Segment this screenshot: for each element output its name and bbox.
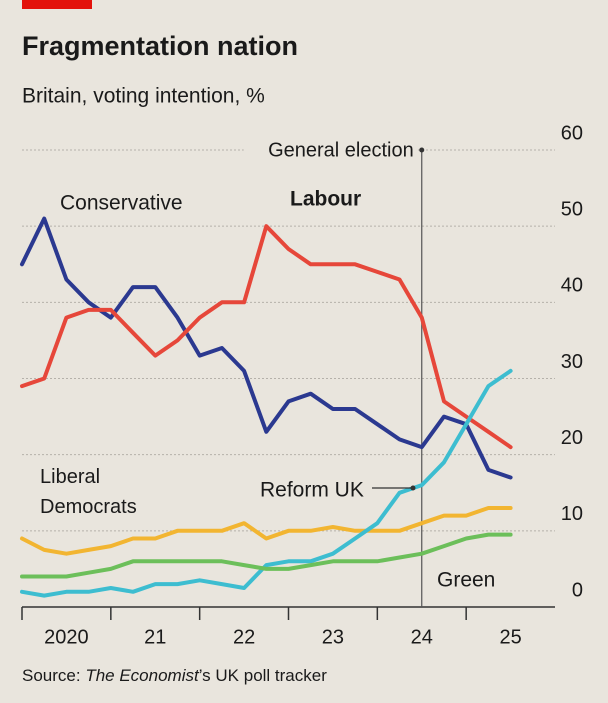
y-tick-label: 20 (561, 427, 583, 449)
y-tick-label: 0 (572, 579, 583, 601)
y-tick-label: 40 (561, 275, 583, 297)
series-label: Conservative (60, 192, 183, 215)
series-line (20, 224, 513, 450)
label-dot (410, 485, 416, 491)
x-tick-label: 2020 (44, 626, 89, 648)
annotation-dot (419, 147, 425, 153)
series-line (20, 506, 513, 556)
x-tick-label: 22 (233, 626, 255, 648)
y-tick-label: 30 (561, 351, 583, 373)
label-bg (254, 476, 372, 504)
brand-bar (22, 0, 92, 9)
y-tick-label: 60 (561, 122, 583, 144)
y-tick-label: 50 (561, 198, 583, 220)
series-line (20, 216, 513, 480)
series-label: Reform UK (260, 479, 364, 502)
source-text: Source: (22, 666, 85, 685)
annotation-bg (243, 137, 418, 163)
x-tick-label: 24 (411, 626, 433, 648)
series-label: Labour (290, 188, 361, 211)
chart-title: Fragmentation nation (22, 31, 298, 61)
series-line (20, 532, 513, 579)
series-label: Liberal Democrats (40, 466, 137, 518)
series-line (20, 368, 513, 598)
x-tick-label: 25 (499, 626, 521, 648)
y-tick-label: 10 (561, 503, 583, 525)
x-tick-label: 21 (144, 626, 166, 648)
chart-subtitle: Britain, voting intention, % (22, 85, 265, 108)
source-text: The Economist (85, 666, 200, 685)
series-label: Green (437, 569, 495, 592)
source: Source: The Economist’s UK poll tracker (22, 666, 327, 685)
x-tick-label: 23 (322, 626, 344, 648)
source-text: ’s UK poll tracker (199, 666, 328, 685)
annotation-text: General election (268, 139, 414, 161)
